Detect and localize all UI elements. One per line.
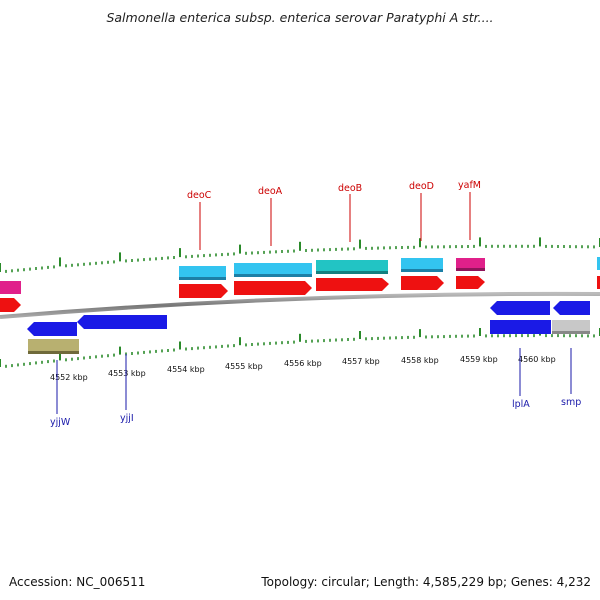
gene-label-deoC[interactable]: deoC [187, 190, 212, 201]
gene-label-deoD[interactable]: deoD [409, 181, 434, 192]
forward-cds-track [0, 276, 600, 312]
cds-arrow-right-edge[interactable] [597, 276, 600, 289]
gene-block-deoB[interactable] [316, 260, 388, 274]
gene-label-yafM[interactable]: yafM [458, 180, 481, 191]
cds-arrow-smp-upper[interactable] [553, 301, 590, 315]
reverse-gene-track [28, 320, 590, 354]
cds-arrow-deoA[interactable] [234, 281, 312, 295]
gene-label-yjjI[interactable]: yjjI [120, 413, 134, 424]
kbp-label: 4552 kbp [50, 373, 88, 382]
cds-arrow-lplA-upper[interactable] [490, 301, 550, 315]
kbp-label: 4555 kbp [225, 362, 263, 371]
gene-block-yjjW[interactable] [28, 339, 79, 354]
reverse-cds-track [27, 301, 590, 336]
cds-arrow-yjjI[interactable] [77, 315, 167, 329]
genome-backbone [0, 291, 600, 319]
gene-label-deoA[interactable]: deoA [258, 186, 283, 197]
upper-tick-row [0, 237, 600, 273]
gene-block-offscreen-right[interactable] [597, 257, 600, 270]
gene-block-shadow [28, 351, 79, 354]
gene-label-deoB[interactable]: deoB [338, 183, 362, 194]
gene-label-smp[interactable]: smp [561, 397, 581, 408]
cds-arrow-yjjW[interactable] [27, 322, 77, 336]
gene-block-lplA[interactable] [490, 320, 551, 334]
gene-block-shadow [234, 274, 312, 277]
gene-label-yjjW[interactable]: yjjW [50, 417, 71, 428]
gene-block-shadow [316, 271, 388, 274]
gene-block-shadow [179, 277, 226, 280]
kbp-axis: 4552 kbp 4553 kbp 4554 kbp 4555 kbp 4556… [50, 355, 556, 382]
topology-summary: Topology: circular; Length: 4,585,229 bp… [261, 575, 591, 589]
kbp-label: 4556 kbp [284, 359, 322, 368]
lower-tick-row [0, 327, 600, 368]
gene-block-smp[interactable] [552, 320, 590, 334]
gene-block-shadow [401, 269, 443, 272]
accession-label: Accession: NC_006511 [9, 575, 146, 589]
kbp-label: 4560 kbp [518, 355, 556, 364]
forward-gene-track [0, 257, 600, 294]
kbp-label: 4557 kbp [342, 357, 380, 366]
gene-block-yafM[interactable] [456, 258, 485, 271]
map-title: Salmonella enterica subsp. enterica sero… [106, 10, 494, 25]
cds-arrow-left-edge[interactable] [0, 298, 21, 312]
cds-arrow-deoC[interactable] [179, 284, 228, 298]
cds-arrow-yafM[interactable] [456, 276, 485, 289]
gene-block-shadow [552, 331, 590, 334]
kbp-label: 4553 kbp [108, 369, 146, 378]
cds-arrow-deoD[interactable] [401, 276, 444, 290]
cds-arrow-deoB[interactable] [316, 278, 389, 291]
gene-block-offscreen-left[interactable] [0, 281, 21, 294]
kbp-label: 4559 kbp [460, 355, 498, 364]
gene-block-deoC[interactable] [179, 266, 226, 280]
gene-label-lplA[interactable]: lplA [512, 399, 530, 410]
kbp-label: 4554 kbp [167, 365, 205, 374]
kbp-label: 4558 kbp [401, 356, 439, 365]
gene-block-deoD[interactable] [401, 258, 443, 272]
gene-block-deoA[interactable] [234, 263, 312, 277]
gene-block-shadow [456, 268, 485, 271]
